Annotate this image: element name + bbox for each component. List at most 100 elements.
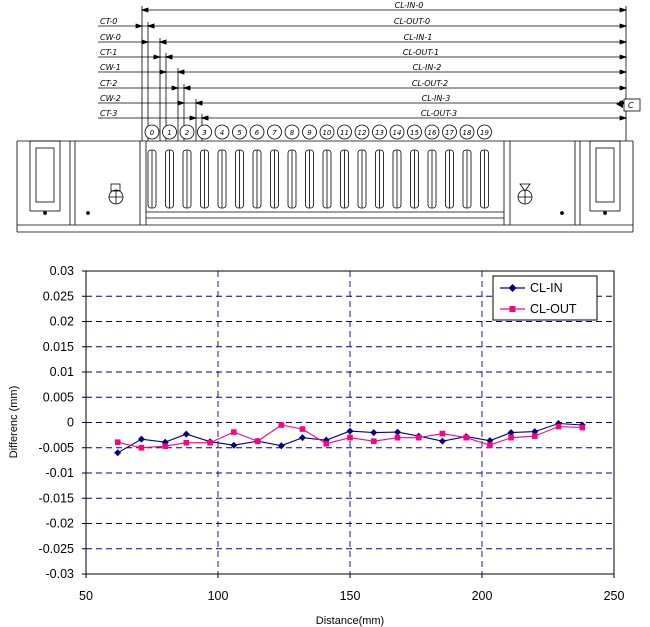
y-axis-label: Differenc (mm)	[8, 386, 20, 459]
fin-balloon	[232, 124, 247, 140]
data-point	[370, 429, 378, 437]
fin-balloon	[372, 124, 387, 140]
fin-balloon-number: 1	[167, 129, 171, 137]
data-point	[370, 438, 377, 444]
data-point	[532, 433, 538, 439]
y-tick-label: -0.03	[46, 567, 75, 581]
dim-label-left: CT-2	[100, 79, 117, 88]
data-point	[230, 441, 238, 449]
fin-balloon	[179, 124, 195, 140]
y-tick-label: 0.02	[50, 315, 74, 329]
fin-balloon	[302, 124, 317, 140]
fin-balloon	[249, 124, 265, 140]
fin-balloon-number: 16	[428, 129, 437, 137]
data-point	[579, 424, 586, 431]
legend-marker-cl-in	[508, 284, 517, 292]
data-point	[182, 430, 190, 438]
fin-balloon	[144, 124, 160, 140]
dim-label-right: CL-IN-3	[422, 94, 451, 103]
legend: CL-IN CL-OUT	[492, 275, 598, 321]
left-dimension-labels: CT-0 CW-0 CT-1 CW-1 CT-2 CW-2 CT-3	[100, 17, 121, 118]
data-point	[487, 442, 493, 449]
y-tick-label: -0.025	[39, 542, 74, 556]
fin-balloon-number: 2	[185, 129, 190, 137]
data-point	[278, 422, 285, 428]
fin-balloon	[389, 124, 405, 140]
fin-balloon-number: 15	[410, 129, 419, 137]
y-tick-label: -0.01	[46, 466, 75, 480]
fin-balloon	[214, 124, 230, 140]
dim-label-right: CL-IN-1	[404, 33, 433, 42]
data-point	[346, 427, 354, 435]
legend-marker-cl-out	[509, 306, 516, 312]
fin-balloon-number: 10	[323, 129, 332, 137]
x-tick-label: 200	[472, 589, 493, 603]
fin-balloon-number: 7	[272, 129, 277, 137]
data-point	[114, 439, 121, 445]
data-point	[555, 423, 562, 430]
dim-label-right: CL-IN-2	[413, 63, 442, 72]
y-tick-label: 0.03	[50, 264, 74, 278]
data-point	[137, 435, 145, 443]
data-point	[207, 439, 213, 446]
part-outline	[16, 140, 634, 233]
fin-balloon	[459, 124, 475, 140]
series-group	[114, 420, 586, 457]
fin-balloon-number: 6	[255, 129, 260, 137]
fin-balloon	[284, 124, 300, 140]
data-point	[507, 429, 515, 437]
data-point	[555, 420, 563, 428]
data-point	[298, 434, 306, 442]
y-tick-label: 0.005	[43, 390, 74, 404]
x-axis-label: Distance(mm)	[316, 615, 384, 627]
fin-balloon-number: 4	[220, 129, 224, 137]
dim-label-left: CW-0	[100, 33, 121, 42]
fin-balloon-number: 9	[307, 129, 312, 137]
fin-balloon-number: 8	[290, 129, 295, 137]
fin-balloon	[424, 124, 440, 140]
data-point	[508, 434, 514, 441]
fin-balloon-number: 13	[375, 129, 384, 137]
y-tick-label: -0.015	[39, 491, 74, 505]
datum-label: C	[628, 101, 634, 110]
technical-drawing: CT-0 CW-0 CT-1 CW-1 CT-2 CW-2 CT-3 CL-IN-0 CL-O…	[16, 1, 641, 233]
fin-balloon	[197, 124, 212, 140]
fin-balloon-number: 17	[445, 129, 454, 137]
datum-frame: C	[616, 98, 641, 112]
y-tick-label: 0.015	[43, 340, 74, 354]
fin-balloon	[162, 124, 177, 140]
right-dimension-labels: CL-IN-0 CL-OUT-0 CL-IN-1 CL-OUT-1 CL-IN-2 CL-…	[394, 1, 457, 118]
x-tick-label: 250	[604, 589, 625, 603]
x-tick-labels: 50 100 150 200 250	[79, 589, 624, 603]
data-point	[394, 434, 401, 441]
data-point	[415, 434, 422, 441]
x-tick-label: 50	[79, 589, 93, 603]
fin-balloon-number: 3	[202, 129, 206, 137]
fin-balloon	[407, 124, 422, 140]
data-point	[162, 443, 168, 450]
data-point	[114, 449, 122, 457]
y-tick-labels: 0.03 0.025 0.02 0.015 0.01 0.005 0 -0.005 -0.01 -…	[39, 264, 75, 581]
dim-label-right: CL-OUT-2	[412, 79, 448, 88]
data-point	[299, 426, 306, 432]
fin-balloon-number: 18	[463, 129, 472, 137]
dim-label-left: CT-0	[100, 17, 117, 26]
dim-label-right: CL-IN-0	[395, 1, 424, 10]
grid-lines	[82, 270, 615, 578]
fin-balloon	[267, 124, 282, 140]
fin-balloons: 0 1 2 3 4 5 6 7 8 9 10 11 12 13 14 15 16 17 18 19	[144, 124, 492, 140]
data-point	[463, 434, 469, 441]
dim-label-right: CL-OUT-1	[403, 48, 439, 57]
data-point	[277, 442, 285, 450]
series-cl-out	[114, 422, 586, 451]
data-point	[138, 444, 145, 451]
legend-label-cl-in: CL-IN	[530, 281, 563, 295]
fin-balloon-number: 5	[237, 129, 242, 137]
y-tick-label: -0.005	[39, 441, 74, 455]
data-point	[347, 434, 353, 441]
dim-label-left: CT-3	[100, 109, 117, 118]
fin-balloon	[337, 124, 352, 140]
fin-balloon	[354, 124, 370, 140]
y-tick-label: 0.01	[50, 365, 74, 379]
y-tick-label: -0.02	[46, 517, 75, 531]
